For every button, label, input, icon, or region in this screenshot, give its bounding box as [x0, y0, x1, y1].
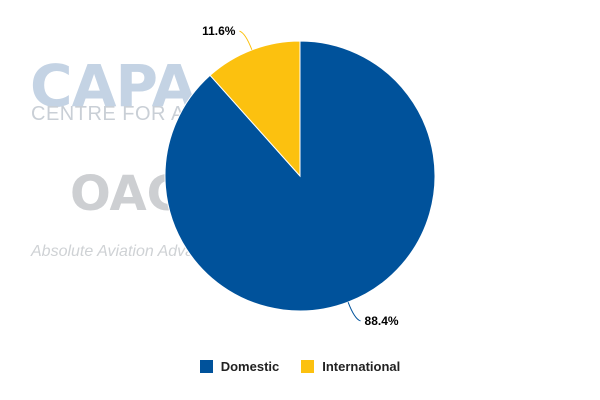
capa-watermark: CAPA — [30, 52, 197, 120]
legend-swatch-domestic — [199, 360, 213, 373]
legend-item-international[interactable]: International — [301, 359, 400, 374]
data-label-domestic: 88.4% — [365, 314, 399, 328]
oag-watermark-subtitle: Absolute Aviation Advantage — [31, 243, 235, 260]
legend-swatch-international — [301, 360, 315, 373]
legend: Domestic International — [0, 359, 600, 374]
legend-label-international: International — [322, 359, 401, 374]
leader-line-domestic — [347, 301, 361, 322]
pie-slice-international[interactable] — [209, 40, 301, 178]
data-label-international: 11.6% — [202, 24, 236, 38]
leader-line-international — [239, 30, 253, 51]
legend-item-domestic[interactable]: Domestic — [199, 359, 280, 374]
legend-label-domestic: Domestic — [220, 359, 280, 374]
